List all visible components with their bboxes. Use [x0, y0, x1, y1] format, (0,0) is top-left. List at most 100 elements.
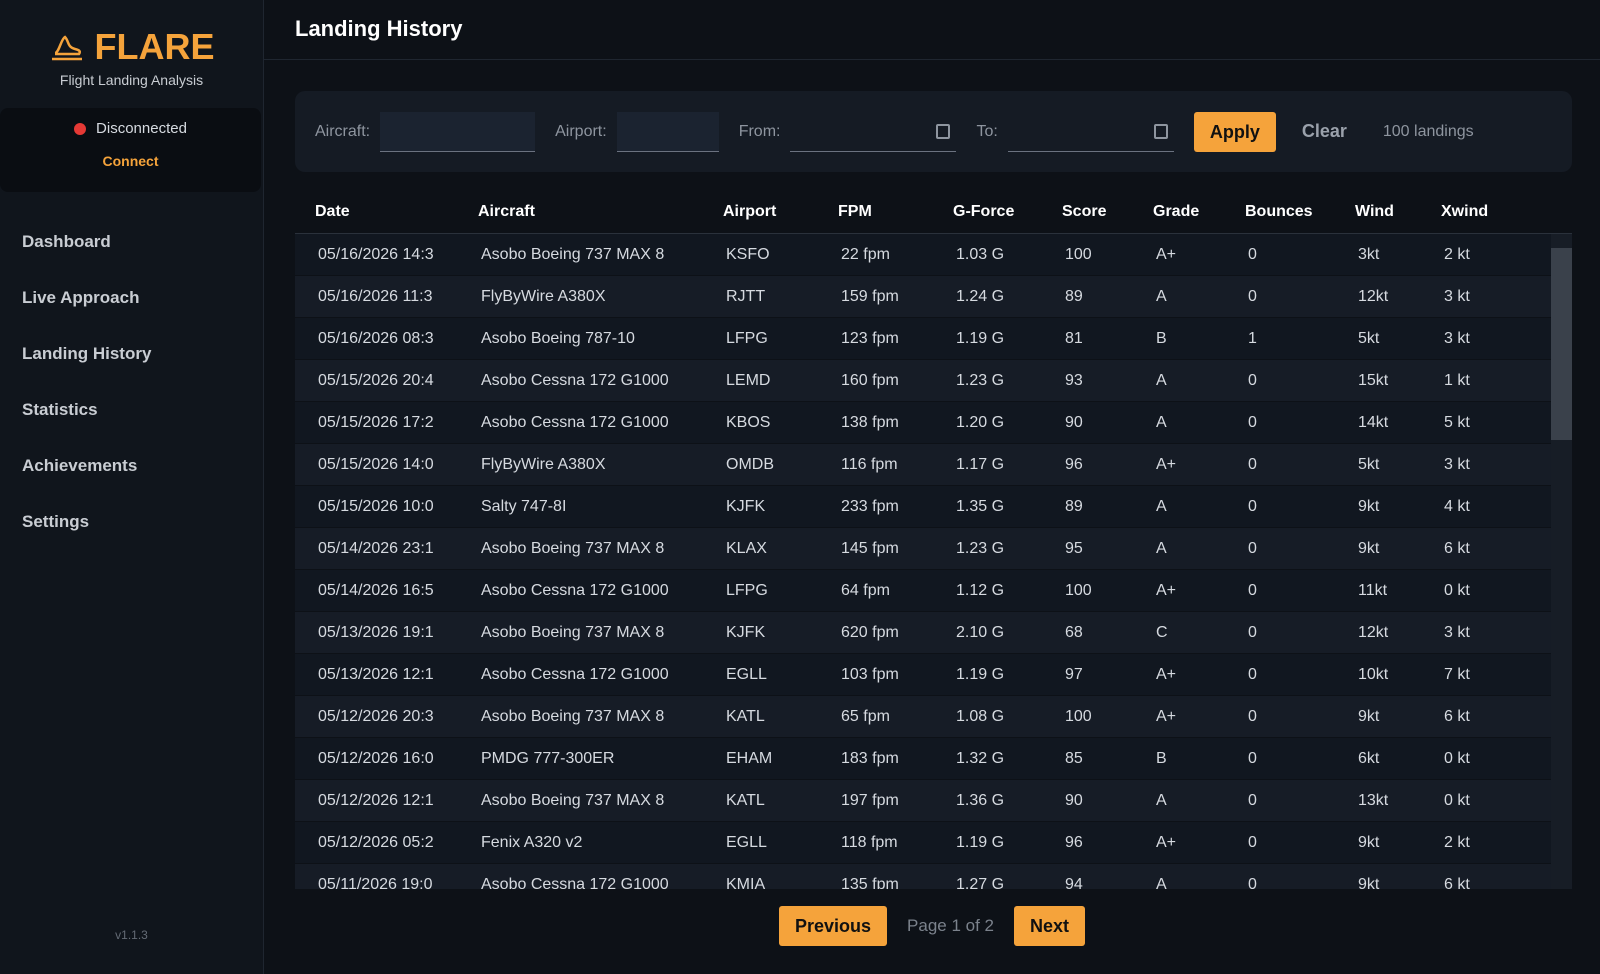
table-cell: 15kt	[1358, 371, 1389, 389]
table-cell: FlyByWire A380X	[481, 287, 606, 305]
table-cell: 0	[1248, 455, 1257, 473]
table-cell: 183 fpm	[841, 749, 899, 767]
column-header[interactable]: Bounces	[1245, 202, 1313, 220]
nav-item[interactable]: Settings	[22, 512, 90, 531]
table-cell: 0	[1248, 749, 1257, 767]
scrollbar[interactable]	[1551, 234, 1572, 889]
connect[interactable]: Connect	[102, 153, 159, 169]
table-cell: 123 fpm	[841, 329, 899, 347]
table-cell: 9kt	[1358, 497, 1380, 515]
table-cell: 0	[1248, 245, 1257, 263]
table-cell: 11kt	[1358, 581, 1388, 599]
nav-item[interactable]: Dashboard	[22, 232, 111, 251]
table-row[interactable]: 05/12/2026 16:0 PMDG 777-300ER EHAM 183 fpm…	[295, 738, 1551, 780]
table-cell: Asobo Cessna 172 G1000	[481, 371, 669, 389]
table-cell: 05/15/2026 10:0	[318, 497, 434, 515]
table-row[interactable]: 05/15/2026 17:2 Asobo Cessna 172 G1000 KBO…	[295, 402, 1551, 444]
table-row[interactable]: 05/15/2026 20:4 Asobo Cessna 172 G1000 LEM…	[295, 360, 1551, 402]
table-cell: 1.19 G	[956, 833, 1005, 851]
table-cell: KBOS	[726, 413, 771, 431]
status-panel: Disconnected Connect	[0, 108, 261, 192]
to-input[interactable]	[1007, 112, 1174, 152]
column-header[interactable]: G-Force	[953, 202, 1015, 220]
column-header[interactable]: Aircraft	[478, 202, 535, 220]
table-cell: OMDB	[726, 455, 774, 473]
table-cell: 1.23 G	[956, 371, 1005, 389]
table-cell: KLAX	[726, 539, 767, 557]
pagination: Previous Page 1 of 2 Next	[264, 906, 1600, 946]
table-cell: 160 fpm	[841, 371, 899, 389]
table-cell: Fenix A320 v2	[481, 833, 583, 851]
table-cell: Asobo Cessna 172 G1000	[481, 413, 669, 431]
table-cell: 1.23 G	[956, 539, 1005, 557]
table-cell: 0 kt	[1444, 791, 1470, 809]
filter-label: Aircraft:	[315, 122, 371, 140]
column-header[interactable]: Score	[1062, 202, 1107, 220]
table-cell: 2 kt	[1444, 833, 1470, 851]
nav: Dashboard Live Approach Landing History Sta…	[0, 214, 263, 550]
aircraft-input[interactable]	[380, 111, 536, 152]
next-button[interactable]: Next	[1014, 906, 1086, 946]
table-cell: 05/15/2026 14:0	[318, 455, 434, 473]
table-cell: 05/12/2026 05:2	[318, 833, 434, 851]
table-cell: 0	[1248, 791, 1257, 809]
table-cell: 9kt	[1358, 833, 1380, 851]
column-header[interactable]: Grade	[1153, 202, 1200, 220]
table-cell: 05/15/2026 20:4	[318, 371, 434, 389]
column-header[interactable]: Xwind	[1441, 202, 1489, 220]
table-row[interactable]: 05/13/2026 19:1 Asobo Boeing 737 MAX 8 KJF…	[295, 612, 1551, 654]
table-cell: A	[1156, 791, 1167, 809]
table-cell: 6kt	[1358, 749, 1380, 767]
table-row[interactable]: 05/14/2026 16:5 Asobo Cessna 172 G1000 LFP…	[295, 570, 1551, 612]
apply-button[interactable]: Apply	[1193, 111, 1276, 152]
table-cell: Asobo Boeing 737 MAX 8	[481, 245, 665, 263]
column-header[interactable]: FPM	[838, 202, 872, 220]
table-cell: 159 fpm	[841, 287, 899, 305]
table-cell: 3 kt	[1444, 623, 1470, 641]
table-cell: 05/12/2026 20:3	[318, 707, 434, 725]
table-cell: A+	[1156, 665, 1177, 683]
table-row[interactable]: 05/15/2026 10:0 Salty 747-8I KJFK 233 fpm 1.…	[295, 486, 1551, 528]
table-cell: 233 fpm	[841, 497, 899, 515]
table-cell: 1.35 G	[956, 497, 1005, 515]
table-row[interactable]: 05/12/2026 20:3 Asobo Boeing 737 MAX 8 KAT…	[295, 696, 1551, 738]
column-header[interactable]: Date	[315, 202, 350, 220]
table-cell: 0	[1248, 623, 1257, 641]
table-row[interactable]: 05/12/2026 05:2 Fenix A320 v2 EGLL 118 fpm 1…	[295, 822, 1551, 864]
table-cell: 9kt	[1358, 539, 1380, 557]
scrollbar-thumb[interactable]	[1551, 248, 1572, 440]
table-row[interactable]: 05/15/2026 14:0 FlyByWire A380X OMDB 116 fp…	[295, 444, 1551, 486]
table-row[interactable]: 05/14/2026 23:1 Asobo Boeing 737 MAX 8 KLA…	[295, 528, 1551, 570]
nav-item[interactable]: Landing History	[22, 344, 152, 363]
nav-item[interactable]: Live Approach	[22, 288, 140, 307]
table-row[interactable]: 05/16/2026 08:3 Asobo Boeing 787-10 LFPG 12…	[295, 318, 1551, 360]
table-cell: KMIA	[726, 875, 766, 890]
nav-item[interactable]: Statistics	[22, 400, 98, 419]
table-cell: 05/16/2026 14:3	[318, 245, 434, 263]
from-input[interactable]	[790, 112, 957, 152]
table-cell: 145 fpm	[841, 539, 899, 557]
table-row[interactable]: 05/12/2026 12:1 Asobo Boeing 737 MAX 8 KAT…	[295, 780, 1551, 822]
airport-input[interactable]	[616, 111, 719, 152]
table-cell: 05/14/2026 16:5	[318, 581, 434, 599]
table-cell: 100	[1065, 245, 1092, 263]
table-cell: 13kt	[1358, 791, 1389, 809]
table-cell: 4 kt	[1444, 497, 1470, 515]
nav-item[interactable]: Achievements	[22, 456, 138, 475]
table-cell: 2.10 G	[956, 623, 1005, 641]
column-header[interactable]: Airport	[723, 202, 777, 220]
filters: Aircraft: Airport: From: To: Apply Clear…	[295, 91, 1572, 172]
table-cell: A+	[1156, 245, 1177, 263]
table-row[interactable]: 05/16/2026 11:3 FlyByWire A380X RJTT 159 fp…	[295, 276, 1551, 318]
filter-label: From:	[738, 122, 781, 140]
table-row[interactable]: 05/11/2026 19:0 Asobo Cessna 172 G1000 KMI…	[295, 864, 1551, 889]
table-cell: 89	[1065, 287, 1083, 305]
clear-button[interactable]: Clear	[1301, 121, 1347, 141]
table-row[interactable]: 05/13/2026 12:1 Asobo Cessna 172 G1000 EGL…	[295, 654, 1551, 696]
table-cell: KATL	[726, 707, 765, 725]
column-header[interactable]: Wind	[1355, 202, 1394, 220]
previous-button[interactable]: Previous	[778, 906, 888, 946]
table-row[interactable]: 05/16/2026 14:3 Asobo Boeing 737 MAX 8 KSF…	[295, 234, 1551, 276]
table-cell: 0	[1248, 287, 1257, 305]
